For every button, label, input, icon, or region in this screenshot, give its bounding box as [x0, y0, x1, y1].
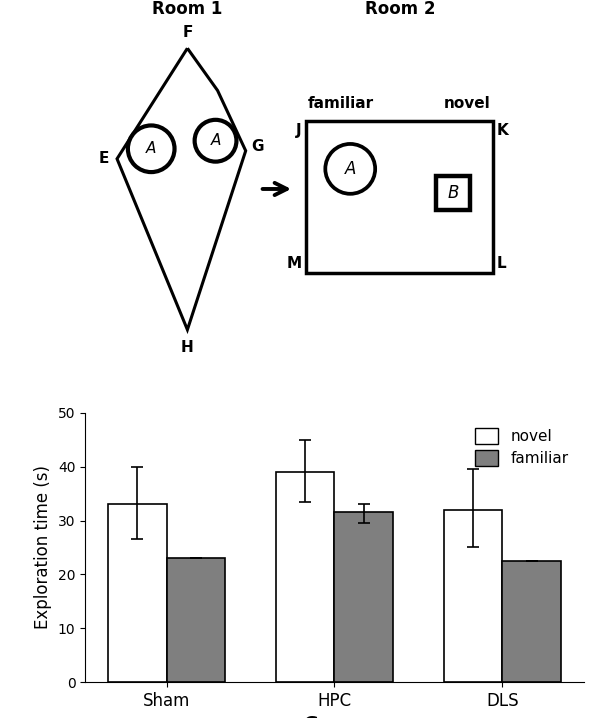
Text: A: A	[345, 160, 356, 178]
Text: B: B	[447, 184, 458, 202]
Bar	[502, 561, 561, 682]
Text: F: F	[182, 25, 193, 40]
Text: Room 2: Room 2	[365, 0, 436, 18]
Text: K: K	[497, 123, 509, 138]
Text: G: G	[252, 139, 264, 154]
Text: J: J	[296, 123, 302, 138]
Circle shape	[195, 120, 237, 162]
Text: L: L	[497, 256, 506, 271]
X-axis label: Group: Group	[303, 715, 365, 718]
Text: novel: novel	[444, 95, 491, 111]
Bar	[334, 513, 393, 682]
Text: A: A	[210, 134, 221, 148]
Bar	[443, 510, 502, 682]
Text: H: H	[181, 340, 194, 355]
Text: familiar: familiar	[308, 95, 374, 111]
Bar	[436, 176, 470, 210]
Bar	[275, 472, 334, 682]
Bar	[108, 504, 167, 682]
Text: Room 1: Room 1	[152, 0, 223, 18]
Bar	[306, 121, 493, 274]
Text: M: M	[287, 256, 302, 271]
Legend: novel, familiar: novel, familiar	[468, 421, 576, 474]
Bar	[167, 559, 226, 682]
Circle shape	[325, 144, 375, 194]
Text: A: A	[146, 141, 156, 157]
Text: E: E	[98, 151, 109, 167]
Circle shape	[128, 126, 174, 172]
Y-axis label: Exploration time (s): Exploration time (s)	[34, 465, 52, 630]
